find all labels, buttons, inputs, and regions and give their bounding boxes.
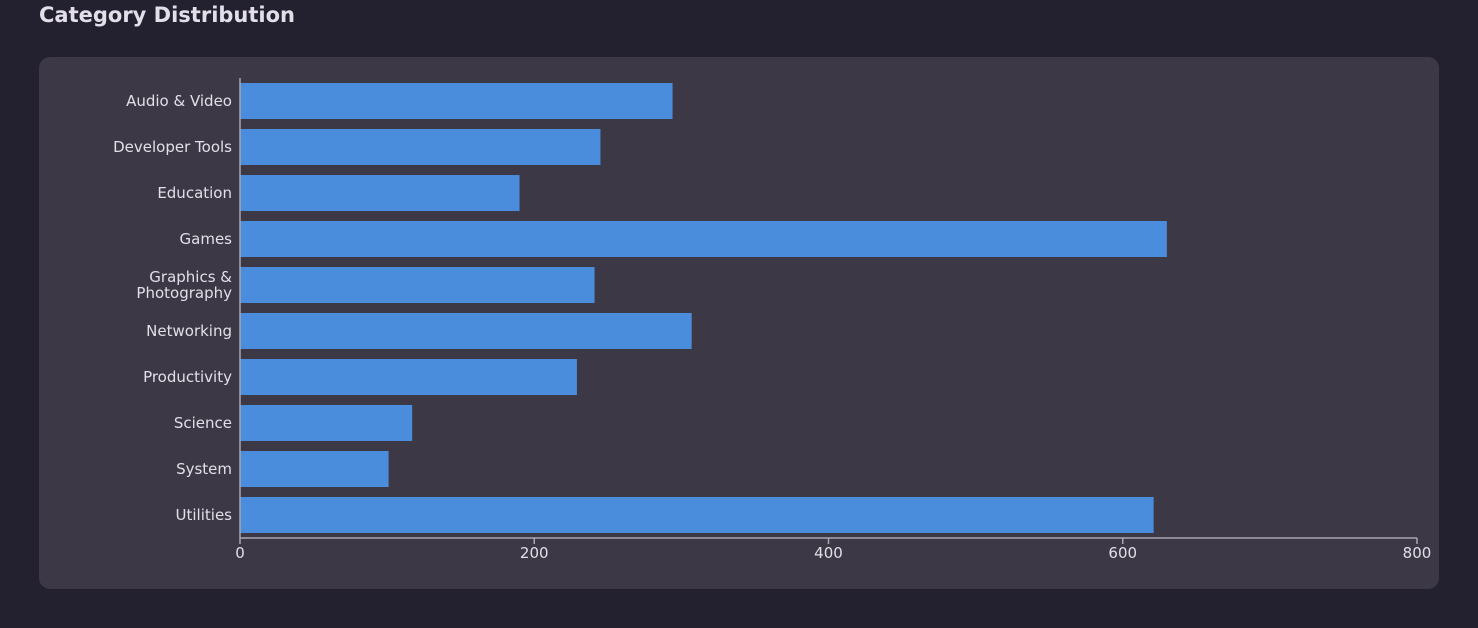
chart-card: Audio & Video Developer Tools Education Gam… <box>39 57 1439 589</box>
y-tick-label-system: System <box>176 460 232 478</box>
y-tick-label-productivity: Productivity <box>143 368 232 386</box>
x-tick-label-600: 600 <box>1108 544 1137 562</box>
bar-education[interactable] <box>240 175 520 211</box>
bar-system[interactable] <box>240 451 389 487</box>
chart-section-title: Category Distribution <box>39 3 295 27</box>
y-tick-label-audio-and-video: Audio & Video <box>126 92 232 110</box>
bar-graphics-and-photography[interactable] <box>240 267 595 303</box>
x-tick-label-0: 0 <box>235 544 245 562</box>
bar-science[interactable] <box>240 405 413 441</box>
bar-productivity[interactable] <box>240 359 577 395</box>
y-tick-label-education: Education <box>157 184 232 202</box>
bar-developer-tools[interactable] <box>240 129 601 165</box>
y-tick-label-graphics-and-photography: Graphics & Photography <box>136 268 232 302</box>
category-bar-chart: Audio & Video Developer Tools Education Gam… <box>113 78 1431 562</box>
bar-games[interactable] <box>240 221 1167 257</box>
x-tick-label-200: 200 <box>520 544 549 562</box>
bars-layer <box>240 83 1167 533</box>
y-tick-label-utilities: Utilities <box>176 506 233 524</box>
x-axis-ticks: 0 200 400 600 800 <box>235 538 1431 562</box>
x-tick-label-400: 400 <box>814 544 843 562</box>
y-tick-label-developer-tools: Developer Tools <box>113 138 232 156</box>
y-tick-label-science: Science <box>174 414 232 432</box>
bar-utilities[interactable] <box>240 497 1154 533</box>
y-axis-labels: Audio & Video Developer Tools Education Gam… <box>113 92 232 524</box>
y-tick-label-games: Games <box>180 230 233 248</box>
bar-networking[interactable] <box>240 313 692 349</box>
bar-audio-and-video[interactable] <box>240 83 673 119</box>
y-tick-label-networking: Networking <box>146 322 232 340</box>
x-tick-label-800: 800 <box>1403 544 1432 562</box>
